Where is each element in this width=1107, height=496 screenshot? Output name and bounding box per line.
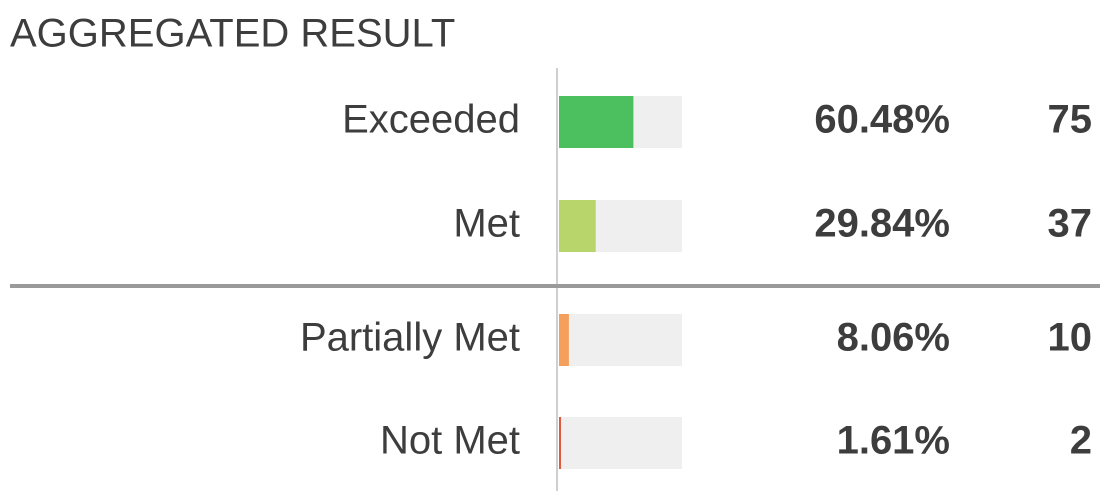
value-label: 8.06% bbox=[837, 316, 950, 360]
value-label: 60.48% bbox=[814, 98, 950, 142]
bar-track bbox=[559, 314, 682, 366]
count-label: 2 bbox=[1070, 419, 1092, 463]
value-label: 1.61% bbox=[837, 419, 950, 463]
bar bbox=[559, 314, 569, 366]
category-label: Met bbox=[453, 202, 520, 246]
category-label: Not Met bbox=[380, 419, 520, 463]
count-label: 75 bbox=[1048, 98, 1093, 142]
bar bbox=[559, 96, 634, 148]
bar bbox=[559, 200, 596, 252]
category-label: Exceeded bbox=[342, 98, 520, 142]
bar bbox=[559, 417, 561, 469]
count-label: 37 bbox=[1048, 202, 1093, 246]
category-label: Partially Met bbox=[300, 316, 520, 360]
bar-track bbox=[559, 417, 682, 469]
value-label: 29.84% bbox=[814, 202, 950, 246]
count-label: 10 bbox=[1048, 316, 1093, 360]
chart-title: AGGREGATED RESULT bbox=[10, 12, 455, 56]
